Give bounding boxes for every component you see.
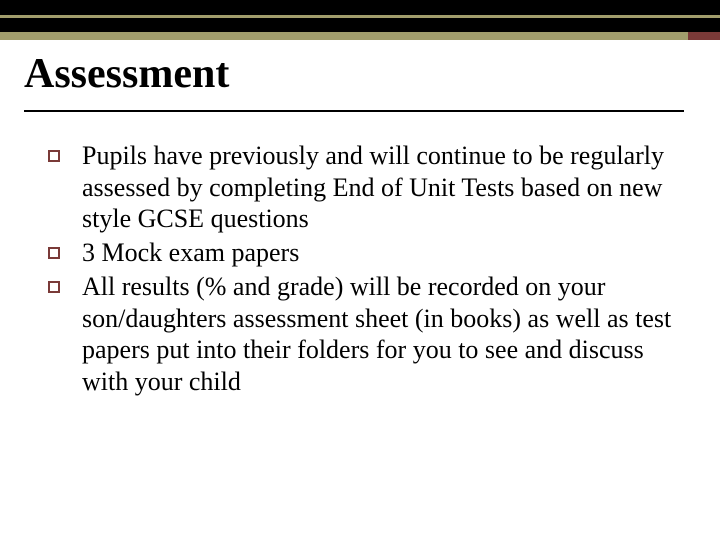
decorative-top-band bbox=[0, 0, 720, 40]
maroon-strip bbox=[688, 32, 720, 40]
square-bullet-icon bbox=[48, 247, 60, 259]
bullet-text: Pupils have previously and will continue… bbox=[82, 140, 672, 235]
square-bullet-icon bbox=[48, 150, 60, 162]
list-item: 3 Mock exam papers bbox=[48, 237, 672, 269]
bullet-text: All results (% and grade) will be record… bbox=[82, 271, 672, 398]
bullet-text: 3 Mock exam papers bbox=[82, 237, 672, 269]
list-item: Pupils have previously and will continue… bbox=[48, 140, 672, 235]
olive-midline bbox=[0, 15, 720, 18]
list-item: All results (% and grade) will be record… bbox=[48, 271, 672, 398]
bullet-list: Pupils have previously and will continue… bbox=[48, 140, 672, 398]
title-underline bbox=[24, 110, 684, 112]
olive-strip bbox=[0, 32, 688, 40]
body-area: Pupils have previously and will continue… bbox=[48, 140, 672, 400]
slide: Assessment Pupils have previously and wi… bbox=[0, 0, 720, 540]
slide-title: Assessment bbox=[24, 50, 696, 106]
title-area: Assessment bbox=[24, 50, 696, 112]
square-bullet-icon bbox=[48, 281, 60, 293]
